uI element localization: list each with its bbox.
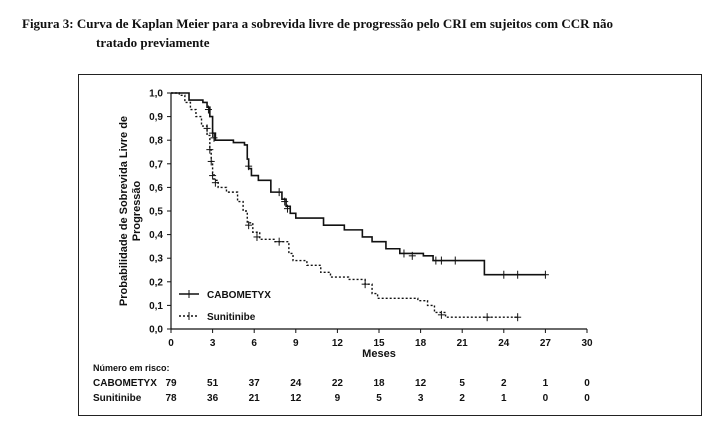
risk-table-value: 0	[584, 393, 590, 404]
risk-table-value: 0	[584, 378, 590, 389]
caption-line-1: Figura 3: Curva de Kaplan Meier para a s…	[22, 16, 613, 31]
x-tick-label: 9	[293, 338, 299, 349]
risk-table-value: 78	[165, 393, 177, 404]
risk-table-value: 9	[335, 393, 341, 404]
x-tick-label: 18	[415, 338, 427, 349]
y-tick-label: 0,3	[149, 254, 163, 265]
y-tick-label: 0,1	[149, 301, 163, 312]
risk-table-value: 1	[501, 393, 507, 404]
risk-table-value: 5	[459, 378, 465, 389]
series-line-sunitinibe	[171, 92, 518, 318]
y-tick-label: 0,8	[149, 136, 163, 147]
risk-table-value: 1	[543, 378, 549, 389]
risk-table-value: 12	[290, 393, 302, 404]
risk-table-row-label: Sunitinibe	[93, 393, 142, 404]
x-tick-label: 3	[210, 338, 216, 349]
risk-table-value: 0	[543, 393, 549, 404]
risk-table-value: 2	[501, 378, 507, 389]
y-tick-label: 0,6	[149, 183, 163, 194]
figure-caption: Figura 3: Curva de Kaplan Meier para a s…	[22, 14, 712, 52]
risk-table-value: 24	[290, 378, 302, 389]
x-tick-label: 27	[540, 338, 552, 349]
risk-table-value: 3	[418, 393, 424, 404]
y-tick-label: 1,0	[149, 89, 163, 100]
x-axis-label: Meses	[362, 348, 396, 360]
legend-label-sunitinibe: Sunitinibe	[207, 312, 256, 323]
y-tick-label: 0,0	[149, 325, 163, 336]
y-tick-label: 0,4	[149, 230, 163, 241]
x-tick-label: 24	[498, 338, 510, 349]
risk-table-value: 2	[459, 393, 465, 404]
y-tick-label: 0,2	[149, 277, 163, 288]
y-axis-label-line-2: Progressão	[131, 180, 143, 241]
risk-table-value: 21	[249, 393, 261, 404]
risk-table-value: 51	[207, 378, 219, 389]
y-tick-label: 0,9	[149, 112, 163, 123]
x-tick-label: 30	[581, 338, 593, 349]
risk-table-title: Número em risco:	[93, 363, 170, 373]
series-line-cabometyx	[171, 92, 546, 276]
caption-line-2: tratado previamente	[96, 35, 210, 50]
x-tick-label: 15	[373, 338, 385, 349]
risk-table-value: 22	[332, 378, 344, 389]
y-axis-label-line-1: Probabilidade de Sobrevida Livre de	[118, 116, 130, 306]
y-tick-label: 0,7	[149, 159, 163, 170]
risk-table-value: 5	[376, 393, 382, 404]
risk-table-value: 12	[415, 378, 427, 389]
legend-label-cabometyx: CABOMETYX	[207, 290, 271, 301]
x-tick-label: 0	[168, 338, 174, 349]
risk-table-value: 79	[165, 378, 177, 389]
kaplan-meier-chart: 0,00,10,20,30,40,50,60,70,80,91,00 3 6 9 12 1…	[93, 89, 593, 405]
y-tick-label: 0,5	[149, 207, 163, 218]
risk-table-value: 37	[249, 378, 261, 389]
chart-frame: 0,0 0,1 0,2 0,3 0,4 0,5 0,6 0,7 0,8 0,9 1,0 0 3 6 9 12 1…	[78, 74, 702, 416]
x-tick-label: 21	[457, 338, 469, 349]
x-tick-label: 12	[332, 338, 344, 349]
risk-table-value: 18	[373, 378, 385, 389]
risk-table-row-label: CABOMETYX	[93, 378, 157, 389]
x-tick-label: 6	[251, 338, 257, 349]
risk-table-value: 36	[207, 393, 219, 404]
